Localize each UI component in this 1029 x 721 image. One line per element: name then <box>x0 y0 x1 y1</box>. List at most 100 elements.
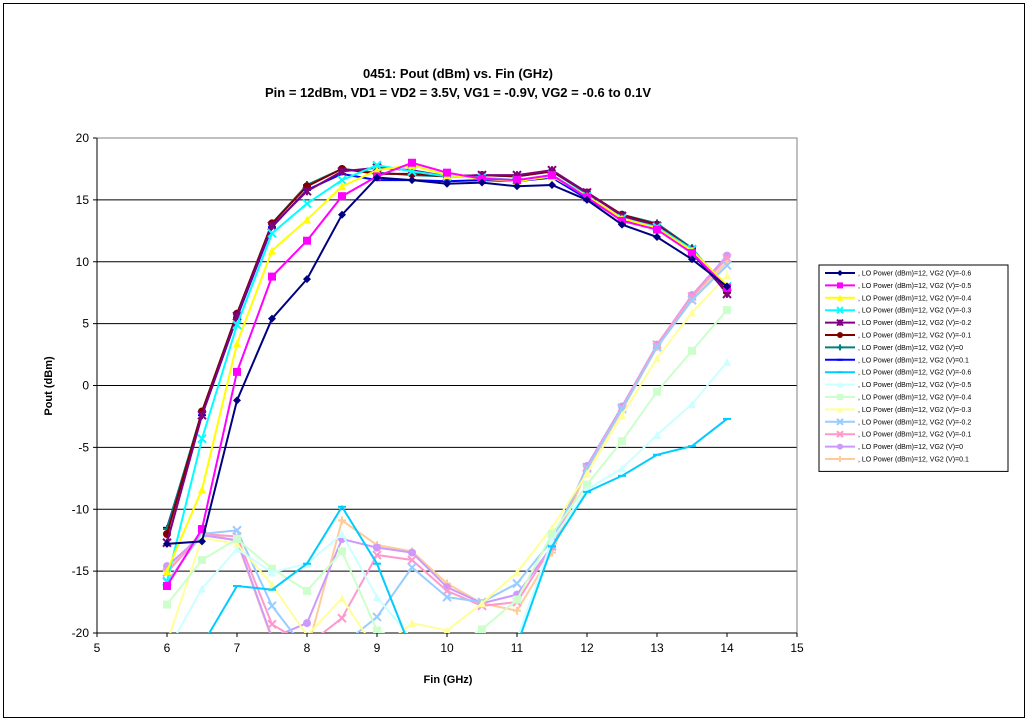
data-point <box>268 635 276 643</box>
x-tick-label: 12 <box>580 641 594 655</box>
data-point <box>443 660 451 668</box>
data-point <box>548 530 556 538</box>
y-tick-label: -20 <box>72 626 90 640</box>
legend-label: , LO Power (dBm)=12, VG2 (V)=-0.1 <box>858 432 971 439</box>
data-point <box>512 578 522 589</box>
legend-label: , LO Power (dBm)=12, VG2 (V)=-0.6 <box>858 271 971 278</box>
data-point <box>478 599 486 608</box>
data-point <box>302 198 312 209</box>
data-point <box>478 178 486 187</box>
data-point <box>232 320 242 330</box>
x-tick-label: 9 <box>374 641 381 655</box>
series-9 <box>208 417 731 633</box>
legend-entry: , LO Power (dBm)=12, VG2 (V)=0 <box>825 443 963 451</box>
data-point <box>837 456 843 462</box>
data-point <box>338 210 346 219</box>
data-point <box>837 381 843 388</box>
data-point <box>303 275 311 284</box>
data-point <box>722 260 732 271</box>
data-point <box>408 619 416 628</box>
data-point <box>408 158 416 167</box>
legend-entry: , LO Power (dBm)=12, VG2 (V)=-0.4 <box>825 294 971 302</box>
legend-entry: , LO Power (dBm)=12, VG2 (V)=-0.3 <box>825 406 971 414</box>
data-point <box>723 282 731 291</box>
data-point <box>233 339 241 348</box>
data-point <box>338 530 346 538</box>
data-point <box>306 631 308 633</box>
axes: 20 15 10 5 0 -5 -10 -15 -20 5 6 7 8 9 10 11 12 13 14 15 <box>72 131 804 655</box>
data-point <box>688 308 696 317</box>
data-point <box>722 253 732 263</box>
legend-label: , LO Power (dBm)=12, VG2 (V)=-0.3 <box>858 407 971 414</box>
data-point <box>582 463 592 474</box>
data-point <box>197 434 207 444</box>
data-point <box>198 525 206 534</box>
y-axis-label: Pout (dBm) <box>43 356 55 416</box>
legend-label: , LO Power (dBm)=12, VG2 (V)=-0.2 <box>858 320 971 327</box>
y-tick-label: 15 <box>76 193 90 207</box>
chart-subtitle: Pin = 12dBm, VD1 = VD2 = 3.5V, VG1 = -0.… <box>265 85 651 100</box>
legend-label: , LO Power (dBm)=12, VG2 (V)=-0.4 <box>858 295 971 302</box>
data-point <box>408 635 416 643</box>
legend-entry: , LO Power (dBm)=12, VG2 (V)=-0.3 <box>825 306 971 315</box>
data-point <box>583 469 591 478</box>
data-point <box>233 544 241 553</box>
data-point <box>723 271 731 280</box>
series-line <box>166 176 728 545</box>
legend-label: , LO Power (dBm)=12, VG2 (V)=-0.5 <box>858 283 971 290</box>
series-7 <box>163 164 731 534</box>
data-point <box>688 400 696 409</box>
data-point <box>837 294 843 301</box>
x-tick-label: 10 <box>440 641 454 655</box>
data-point <box>443 168 451 177</box>
legend-entry: , LO Power (dBm)=12, VG2 (V)=-0.1 <box>825 332 971 340</box>
x-tick-label: 5 <box>94 641 101 655</box>
data-point <box>267 221 277 231</box>
legend-label: , LO Power (dBm)=12, VG2 (V)=-0.4 <box>858 395 971 402</box>
data-point <box>233 367 241 376</box>
data-point <box>408 176 416 185</box>
legend-entry: , LO Power (dBm)=12, VG2 (V)=0 <box>825 344 963 352</box>
data-point <box>337 175 347 185</box>
data-point <box>837 406 843 413</box>
legend-entry: , LO Power (dBm)=12, VG2 (V)=-0.1 <box>825 430 971 439</box>
data-point <box>408 548 416 557</box>
data-point <box>198 584 206 593</box>
series-line <box>208 418 728 633</box>
legend-label: , LO Power (dBm)=12, VG2 (V)=-0.6 <box>858 370 971 377</box>
series-10 <box>176 357 731 668</box>
y-tick-label: 5 <box>82 317 89 331</box>
data-point <box>197 410 207 420</box>
x-axis-label: Fin (GHz) <box>424 674 473 686</box>
data-point <box>443 179 451 188</box>
series-1 <box>163 173 731 548</box>
data-point <box>303 215 311 224</box>
y-tick-label: 0 <box>82 379 89 393</box>
data-point <box>723 306 731 315</box>
data-point <box>687 295 697 305</box>
legend-label: , LO Power (dBm)=12, VG2 (V)=0 <box>858 345 963 352</box>
data-point <box>163 581 171 590</box>
data-point <box>267 601 277 611</box>
data-point <box>618 220 626 229</box>
data-point <box>618 411 626 420</box>
data-point <box>688 249 696 258</box>
y-tick-label: 20 <box>76 131 90 145</box>
data-point <box>338 182 346 191</box>
data-point <box>338 594 346 603</box>
data-point <box>583 195 591 204</box>
data-point <box>268 580 276 589</box>
data-point <box>338 516 346 525</box>
data-point <box>548 171 556 180</box>
data-point <box>837 270 843 276</box>
x-tick-label: 14 <box>720 641 734 655</box>
data-point <box>268 314 276 323</box>
data-point <box>548 181 556 190</box>
data-point <box>653 225 661 234</box>
y-tick-label: 10 <box>76 255 90 269</box>
data-point <box>583 480 591 489</box>
data-point <box>836 418 844 426</box>
data-point <box>303 236 311 245</box>
data-point <box>163 600 171 609</box>
legend: , LO Power (dBm)=12, VG2 (V)=-0.6 , LO Po… <box>818 264 1009 472</box>
